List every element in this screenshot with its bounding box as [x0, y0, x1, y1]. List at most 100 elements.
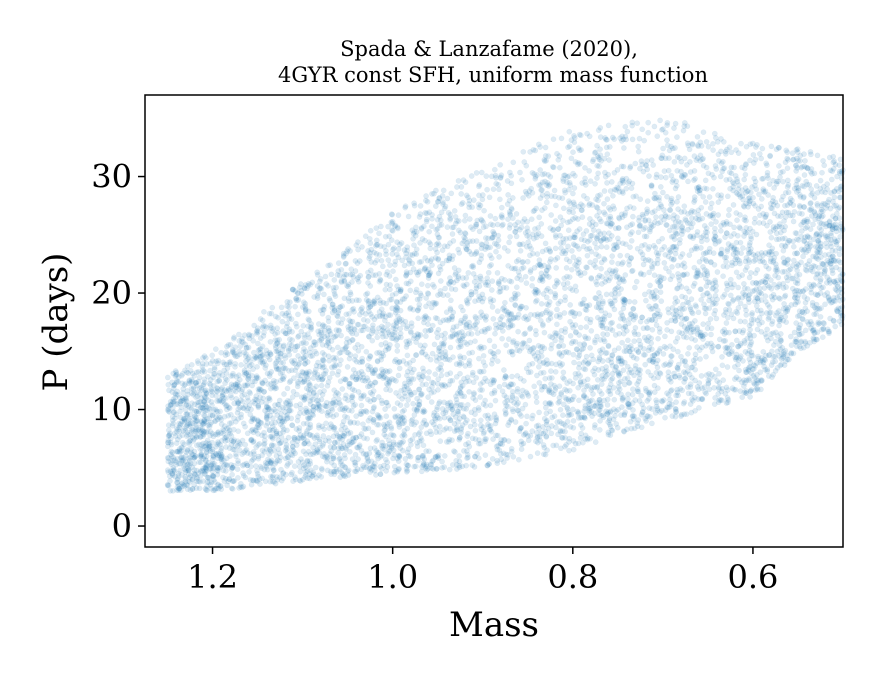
scatter-point [358, 343, 365, 350]
scatter-point [194, 358, 201, 364]
scatter-point [625, 337, 631, 344]
scatter-point [531, 383, 538, 390]
scatter-point [455, 267, 462, 274]
scatter-point [414, 439, 420, 446]
scatter-point [165, 422, 172, 429]
scatter-point [416, 301, 423, 308]
scatter-point [330, 413, 337, 420]
scatter-point [743, 388, 749, 394]
scatter-point [549, 163, 556, 170]
scatter-point [666, 227, 673, 234]
scatter-point [676, 281, 683, 288]
scatter-point [577, 160, 583, 167]
scatter-point [198, 454, 204, 460]
scatter-point [416, 305, 422, 311]
scatter-point [593, 304, 600, 310]
scatter-point [276, 418, 282, 424]
scatter-point [385, 257, 392, 263]
scatter-point [325, 353, 332, 360]
scatter-point [345, 430, 352, 437]
scatter-point [693, 157, 700, 164]
scatter-point [713, 283, 719, 289]
scatter-point [260, 323, 267, 329]
scatter-point [289, 328, 295, 335]
scatter-point [428, 389, 435, 396]
scatter-point [342, 271, 348, 278]
scatter-point [534, 450, 541, 456]
scatter-point [167, 478, 173, 484]
scatter-point [517, 169, 523, 176]
scatter-point [804, 216, 811, 223]
scatter-point [360, 316, 367, 323]
scatter-point [447, 344, 454, 351]
scatter-point [766, 304, 773, 310]
scatter-point [548, 401, 555, 408]
scatter-point [291, 434, 298, 441]
scatter-point [423, 193, 429, 199]
scatter-point [643, 318, 650, 325]
scatter-point [668, 201, 674, 208]
scatter-point [241, 367, 248, 374]
scatter-point [488, 262, 495, 268]
scatter-point [381, 431, 388, 438]
scatter-point [827, 280, 833, 286]
scatter-point [184, 447, 191, 454]
scatter-point [654, 278, 661, 284]
scatter-point [612, 332, 619, 338]
scatter-point [494, 358, 501, 365]
scatter-point [520, 432, 527, 438]
scatter-point [451, 448, 457, 454]
scatter-point [690, 233, 697, 240]
scatter-point [529, 275, 536, 282]
scatter-point [359, 359, 366, 365]
scatter-point [677, 254, 684, 260]
scatter-point [319, 341, 326, 348]
scatter-point [836, 245, 843, 252]
scatter-point [411, 200, 417, 207]
scatter-point [832, 258, 839, 264]
scatter-point [331, 444, 338, 451]
scatter-point [532, 298, 539, 305]
scatter-point [739, 394, 746, 401]
scatter-point [650, 162, 657, 168]
scatter-point [768, 234, 775, 241]
scatter-point [668, 387, 675, 393]
scatter-point [307, 431, 314, 438]
scatter-point [757, 212, 763, 219]
scatter-point [188, 361, 195, 368]
scatter-point [815, 321, 822, 328]
scatter-point [504, 178, 511, 184]
scatter-point [731, 230, 737, 237]
scatter-point [491, 343, 498, 350]
scatter-point [617, 180, 624, 187]
scatter-point [628, 185, 635, 192]
scatter-point [801, 294, 808, 300]
scatter-point [492, 330, 498, 337]
scatter-point [422, 327, 429, 334]
scatter-point [764, 301, 771, 308]
scatter-point [212, 346, 219, 352]
scatter-point [491, 377, 497, 383]
scatter-point [747, 388, 754, 395]
scatter-point [726, 306, 733, 313]
scatter-point [229, 464, 236, 471]
scatter-point [604, 371, 611, 378]
scatter-point [584, 315, 590, 322]
scatter-point [389, 218, 396, 225]
scatter-point [518, 392, 525, 399]
scatter-point [695, 386, 702, 392]
scatter-point [448, 297, 454, 304]
scatter-point [651, 195, 657, 201]
scatter-point [697, 356, 703, 362]
scatter-point [437, 438, 444, 444]
scatter-point [350, 366, 357, 373]
scatter-point [513, 211, 520, 217]
scatter-point [692, 317, 698, 324]
scatter-point [169, 414, 176, 420]
scatter-point [367, 240, 374, 247]
scatter-point [709, 171, 715, 178]
scatter-point [526, 326, 533, 332]
scatter-point [286, 379, 293, 386]
scatter-point [313, 404, 320, 411]
scatter-point [647, 258, 654, 264]
